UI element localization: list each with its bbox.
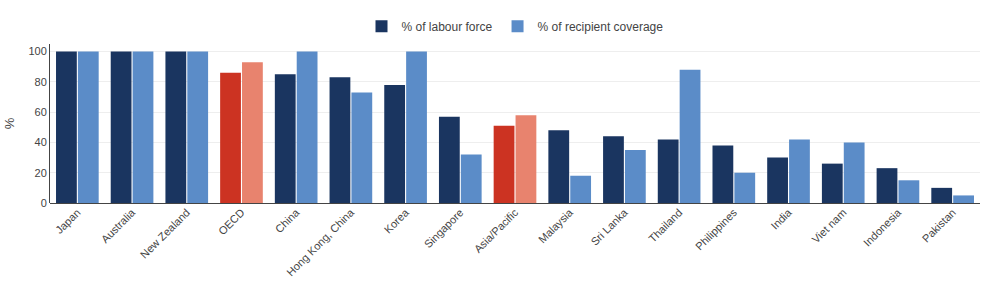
svg-text:% of recipient coverage: % of recipient coverage — [538, 20, 664, 34]
svg-text:Hong Kong, China: Hong Kong, China — [284, 206, 357, 279]
svg-text:Sri Lanka: Sri Lanka — [588, 206, 630, 248]
svg-text:80: 80 — [35, 76, 47, 88]
svg-text:Malaysia: Malaysia — [536, 206, 576, 246]
svg-text:Pakistan: Pakistan — [920, 206, 958, 244]
svg-text:China: China — [273, 206, 302, 235]
svg-text:0: 0 — [41, 197, 47, 209]
svg-text:Japan: Japan — [53, 206, 83, 236]
svg-text:Asia/Pacific: Asia/Pacific — [472, 206, 521, 255]
svg-text:%: % — [2, 117, 17, 129]
svg-text:Singapore: Singapore — [422, 206, 466, 250]
svg-text:Korea: Korea — [382, 206, 412, 236]
svg-text:India: India — [768, 206, 794, 232]
svg-text:OECD: OECD — [216, 206, 247, 237]
svg-text:60: 60 — [35, 106, 47, 118]
svg-text:Indonesia: Indonesia — [861, 206, 904, 249]
svg-text:% of labour force: % of labour force — [402, 20, 493, 34]
svg-text:100: 100 — [28, 45, 46, 57]
svg-text:Australia: Australia — [99, 206, 138, 245]
svg-text:Philippines: Philippines — [693, 206, 739, 252]
svg-text:20: 20 — [35, 167, 47, 179]
svg-text:Thailand: Thailand — [646, 206, 684, 244]
svg-text:Viet nam: Viet nam — [809, 206, 848, 245]
svg-text:New Zealand: New Zealand — [138, 206, 192, 260]
svg-text:40: 40 — [35, 136, 47, 148]
